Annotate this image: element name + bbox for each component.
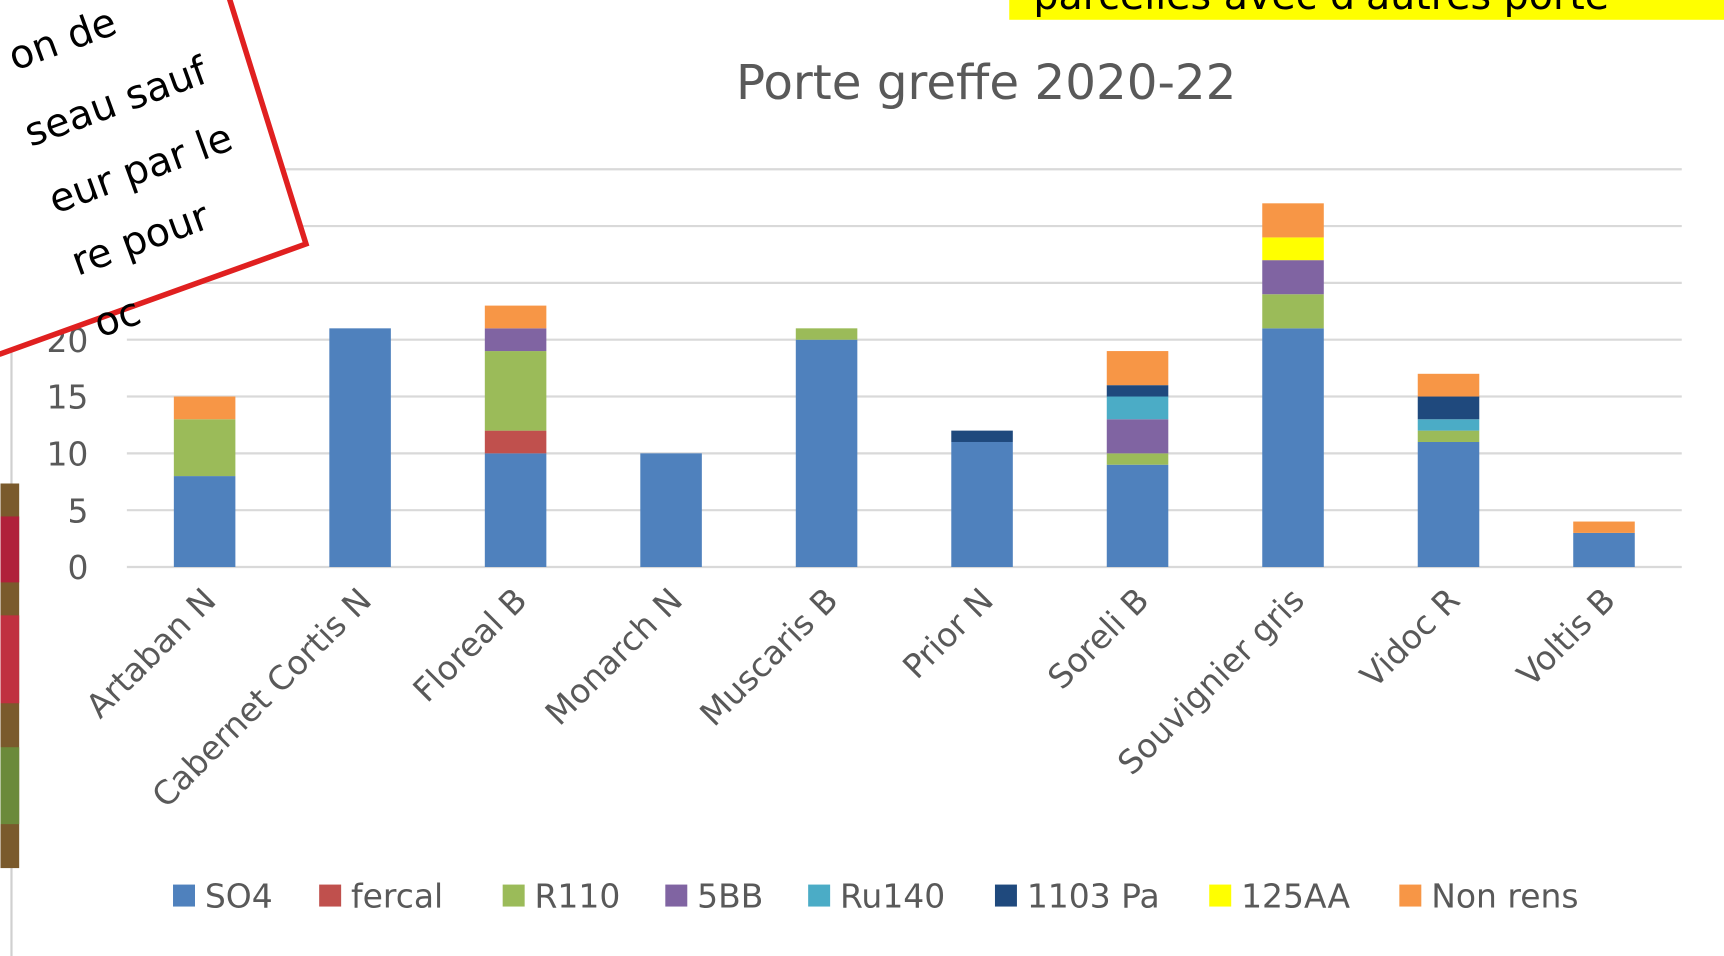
- legend-swatch: [994, 884, 1017, 907]
- bar-segment: [1106, 453, 1169, 465]
- legend-label: R110: [535, 877, 621, 916]
- legend-label: Non rens: [1431, 877, 1578, 916]
- legend-swatch: [1209, 884, 1232, 907]
- photo-leaf: [0, 615, 20, 704]
- bar-segment: [484, 351, 547, 431]
- bar-segment: [1262, 237, 1324, 261]
- bar-segment: [1106, 396, 1169, 420]
- y-tick-label: 5: [67, 491, 88, 530]
- legend-swatch: [502, 884, 525, 907]
- bar-segment: [484, 328, 547, 352]
- bar-segment: [1262, 260, 1324, 295]
- bar-segment: [1573, 532, 1635, 568]
- bar-segment: [1262, 328, 1324, 568]
- bar-segment: [484, 305, 547, 329]
- bar-segment: [795, 339, 858, 568]
- bar-segment: [1106, 351, 1169, 386]
- bar-segment: [173, 476, 236, 568]
- photo-leaf: [0, 747, 20, 825]
- bar-segment: [329, 328, 391, 568]
- bar-segment: [795, 328, 858, 340]
- bar-segment: [951, 441, 1013, 568]
- bar-segment: [1417, 373, 1480, 397]
- bar-segment: [640, 453, 702, 568]
- legend-label: Ru140: [840, 877, 945, 916]
- photo-leaf: [0, 516, 20, 583]
- legend-swatch: [319, 884, 342, 907]
- bar-segment: [484, 430, 547, 454]
- bar-segment: [1417, 396, 1480, 420]
- photo: [0, 483, 20, 869]
- legend-label: 5BB: [697, 877, 763, 916]
- y-tick-label: 0: [67, 548, 88, 587]
- legend-swatch: [1399, 884, 1422, 907]
- bar-segment: [1417, 419, 1480, 431]
- legend-swatch: [665, 884, 688, 907]
- banner: parcelles avec d'autres porte: [1009, 0, 1724, 20]
- legend-swatch: [173, 884, 195, 907]
- bar-segment: [951, 430, 1013, 442]
- y-tick-label: 10: [46, 434, 88, 473]
- y-tick-label: 15: [46, 378, 88, 417]
- legend-label: 1103 Pa: [1027, 877, 1160, 916]
- bar-segment: [1106, 419, 1169, 454]
- legend-label: fercal: [351, 877, 443, 916]
- bar-segment: [1106, 464, 1169, 568]
- chart-title: Porte greffe 2020-22: [736, 55, 1236, 111]
- bar-segment: [1417, 441, 1480, 568]
- bar-segment: [484, 453, 547, 568]
- banner-text: parcelles avec d'autres porte: [1033, 0, 1609, 19]
- banner-bg: [1009, 0, 1724, 20]
- bar-segment: [173, 396, 236, 420]
- legend-label: SO4: [205, 877, 273, 916]
- bar-segment: [1262, 294, 1324, 329]
- bar-segment: [173, 419, 236, 477]
- bar-segment: [1417, 430, 1480, 442]
- bar-segment: [1573, 521, 1635, 533]
- legend-label: 125AA: [1241, 877, 1350, 916]
- callout-box: [0, 0, 310, 357]
- bar-segment: [1106, 385, 1169, 397]
- bar-segment: [1262, 203, 1324, 238]
- legend-swatch: [808, 884, 831, 907]
